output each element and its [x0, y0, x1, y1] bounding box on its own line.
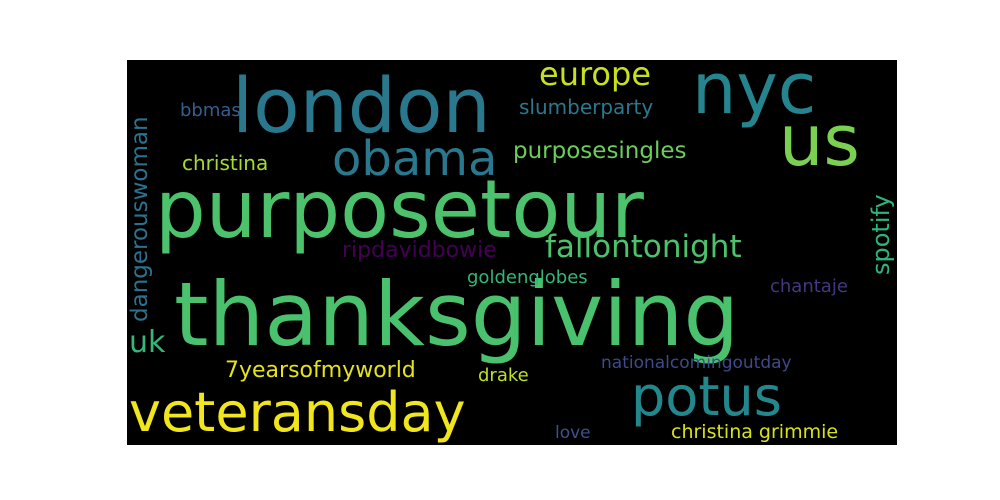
word-uk: uk: [129, 325, 166, 360]
word-veteransday: veteransday: [129, 381, 466, 444]
word-love: love: [555, 423, 591, 443]
word-europe: europe: [539, 60, 651, 93]
word-spotify: spotify: [867, 194, 895, 275]
word-christina-grimmie: christina grimmie: [671, 421, 839, 443]
word-chantaje: chantaje: [770, 276, 848, 297]
word-drake: drake: [478, 365, 529, 386]
word-goldenglobes: goldenglobes: [467, 267, 588, 288]
word-cloud: purposetour thanksgiving london nyc us o…: [127, 60, 897, 445]
word-obama: obama: [332, 131, 498, 187]
word-london: london: [232, 61, 491, 150]
word-purposesingles: purposesingles: [513, 138, 687, 164]
word-dangerouswoman: dangerouswoman: [127, 116, 153, 322]
word-bbmas: bbmas: [180, 100, 241, 121]
word-7yearsofmyworld: 7yearsofmyworld: [225, 358, 416, 383]
word-purposetour: purposetour: [155, 163, 644, 256]
word-ripdavidbowie: ripdavidbowie: [342, 238, 497, 263]
word-christina: christina: [182, 151, 269, 175]
word-us: us: [779, 100, 860, 182]
word-slumberparty: slumberparty: [519, 95, 654, 119]
word-fallontonight: fallontonight: [545, 229, 742, 265]
word-nationalcomingoutday: nationalcomingoutday: [601, 353, 792, 373]
word-thanksgiving: thanksgiving: [174, 263, 740, 366]
word-potus: potus: [631, 365, 782, 428]
word-nyc: nyc: [692, 60, 817, 130]
